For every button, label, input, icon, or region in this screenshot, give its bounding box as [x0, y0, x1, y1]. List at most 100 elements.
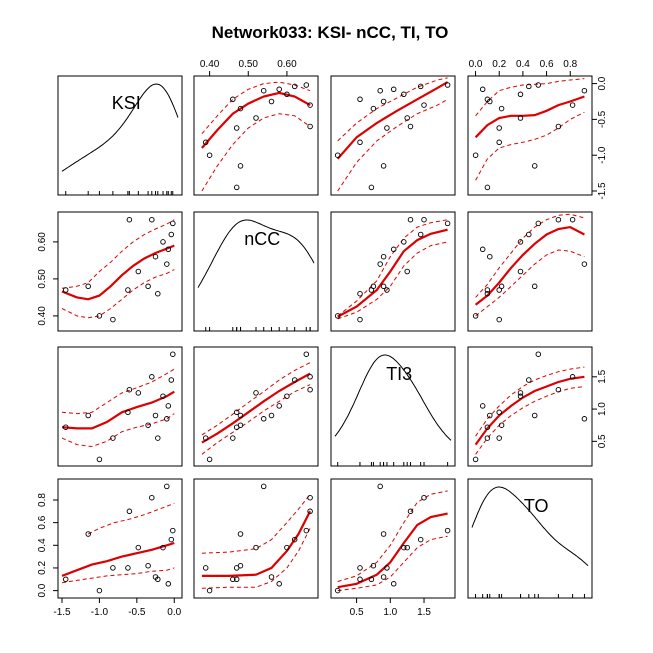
- data-point: [526, 377, 532, 383]
- data-point: [284, 544, 290, 551]
- data-point: [421, 102, 427, 108]
- smooth-fit-line: [61, 244, 175, 301]
- panel-nCC-KSI: [57, 211, 183, 332]
- data-point: [487, 253, 493, 260]
- confidence-band-upper: [201, 493, 311, 554]
- data-point: [357, 139, 363, 146]
- data-point: [380, 253, 387, 260]
- data-point: [484, 290, 491, 297]
- data-point: [380, 531, 387, 537]
- data-point: [496, 139, 502, 146]
- data-point: [370, 562, 377, 569]
- data-point: [206, 456, 213, 463]
- confidence-band-upper: [475, 366, 585, 437]
- confidence-band-upper: [87, 502, 175, 535]
- data-point: [581, 416, 588, 422]
- tick-label: 0.50: [37, 269, 48, 289]
- data-point: [357, 565, 363, 571]
- tick-label: 0.6: [540, 59, 554, 70]
- data-point: [164, 416, 170, 422]
- data-point: [357, 96, 363, 103]
- data-point: [155, 576, 161, 583]
- smooth-fit-line: [201, 91, 311, 149]
- data-point: [96, 587, 103, 594]
- data-point: [202, 435, 209, 441]
- data-point: [569, 374, 576, 380]
- data-point: [390, 246, 397, 253]
- panel-KSI-TI3: [330, 75, 456, 196]
- left-axis-TO: 0.0 0.2 0.4 0.6 0.8: [37, 493, 59, 598]
- data-point: [291, 377, 298, 383]
- data-point: [484, 287, 491, 293]
- data-point: [145, 422, 151, 428]
- tick-label: 0.0: [37, 583, 48, 597]
- data-point: [268, 574, 275, 580]
- data-point: [498, 422, 505, 428]
- tick-label: 0.60: [277, 59, 297, 70]
- data-point: [417, 83, 424, 90]
- data-point: [307, 386, 313, 393]
- confidence-band-lower: [475, 249, 585, 317]
- data-point: [472, 456, 479, 463]
- panel-frame: [193, 478, 319, 599]
- diagonal-label: TO: [524, 496, 549, 516]
- data-point: [404, 115, 410, 121]
- smooth-fit-line: [336, 81, 449, 160]
- confidence-band-upper: [201, 81, 311, 135]
- data-point: [370, 105, 377, 112]
- data-point: [384, 565, 390, 571]
- confidence-band-lower: [61, 413, 175, 448]
- data-point: [268, 98, 275, 105]
- data-point: [260, 416, 267, 422]
- data-point: [479, 246, 486, 253]
- data-point: [535, 220, 542, 227]
- data-point: [168, 536, 175, 543]
- data-point: [496, 125, 502, 131]
- data-point: [526, 231, 532, 238]
- data-point: [498, 283, 505, 290]
- tick-label: 1.0: [597, 402, 608, 416]
- data-point: [444, 527, 451, 534]
- smooth-fit-line: [337, 512, 448, 589]
- data-point: [206, 152, 213, 158]
- data-point: [334, 587, 341, 594]
- data-point: [517, 268, 524, 275]
- data-point: [126, 216, 133, 223]
- smooth-fit-line: [201, 510, 312, 578]
- data-point: [126, 386, 133, 393]
- data-point: [368, 184, 375, 191]
- data-point: [581, 87, 588, 94]
- tick-label: 0.2: [492, 59, 506, 70]
- data-point: [307, 123, 313, 130]
- smooth-fit-line: [61, 541, 175, 577]
- data-point: [237, 531, 244, 537]
- data-point: [517, 390, 524, 396]
- data-point: [384, 125, 390, 131]
- confidence-band-lower: [337, 241, 448, 320]
- top-axis-TO: 0.0 0.2 0.4 0.6 0.8: [469, 59, 578, 77]
- data-point: [284, 91, 290, 98]
- panel-TI3-TI3: TI3: [330, 346, 456, 467]
- confidence-band-upper: [475, 78, 585, 117]
- data-point: [237, 163, 244, 169]
- data-point: [517, 393, 524, 399]
- data-point: [110, 565, 116, 571]
- data-point: [479, 403, 486, 409]
- data-point: [496, 287, 502, 293]
- data-point: [276, 581, 282, 587]
- confidence-band-lower: [475, 111, 585, 181]
- data-point: [303, 351, 310, 357]
- data-point: [401, 544, 407, 551]
- data-point: [126, 508, 133, 515]
- data-point: [417, 536, 424, 543]
- tick-label: 0.0: [597, 76, 608, 90]
- data-point: [168, 231, 175, 238]
- data-point: [284, 393, 290, 399]
- confidence-band-lower: [201, 384, 311, 455]
- data-point: [303, 527, 310, 534]
- data-point: [370, 283, 377, 290]
- data-point: [152, 412, 159, 419]
- tick-label: -0.5: [128, 607, 146, 618]
- smooth-fit-line: [474, 375, 585, 446]
- data-point: [62, 576, 69, 583]
